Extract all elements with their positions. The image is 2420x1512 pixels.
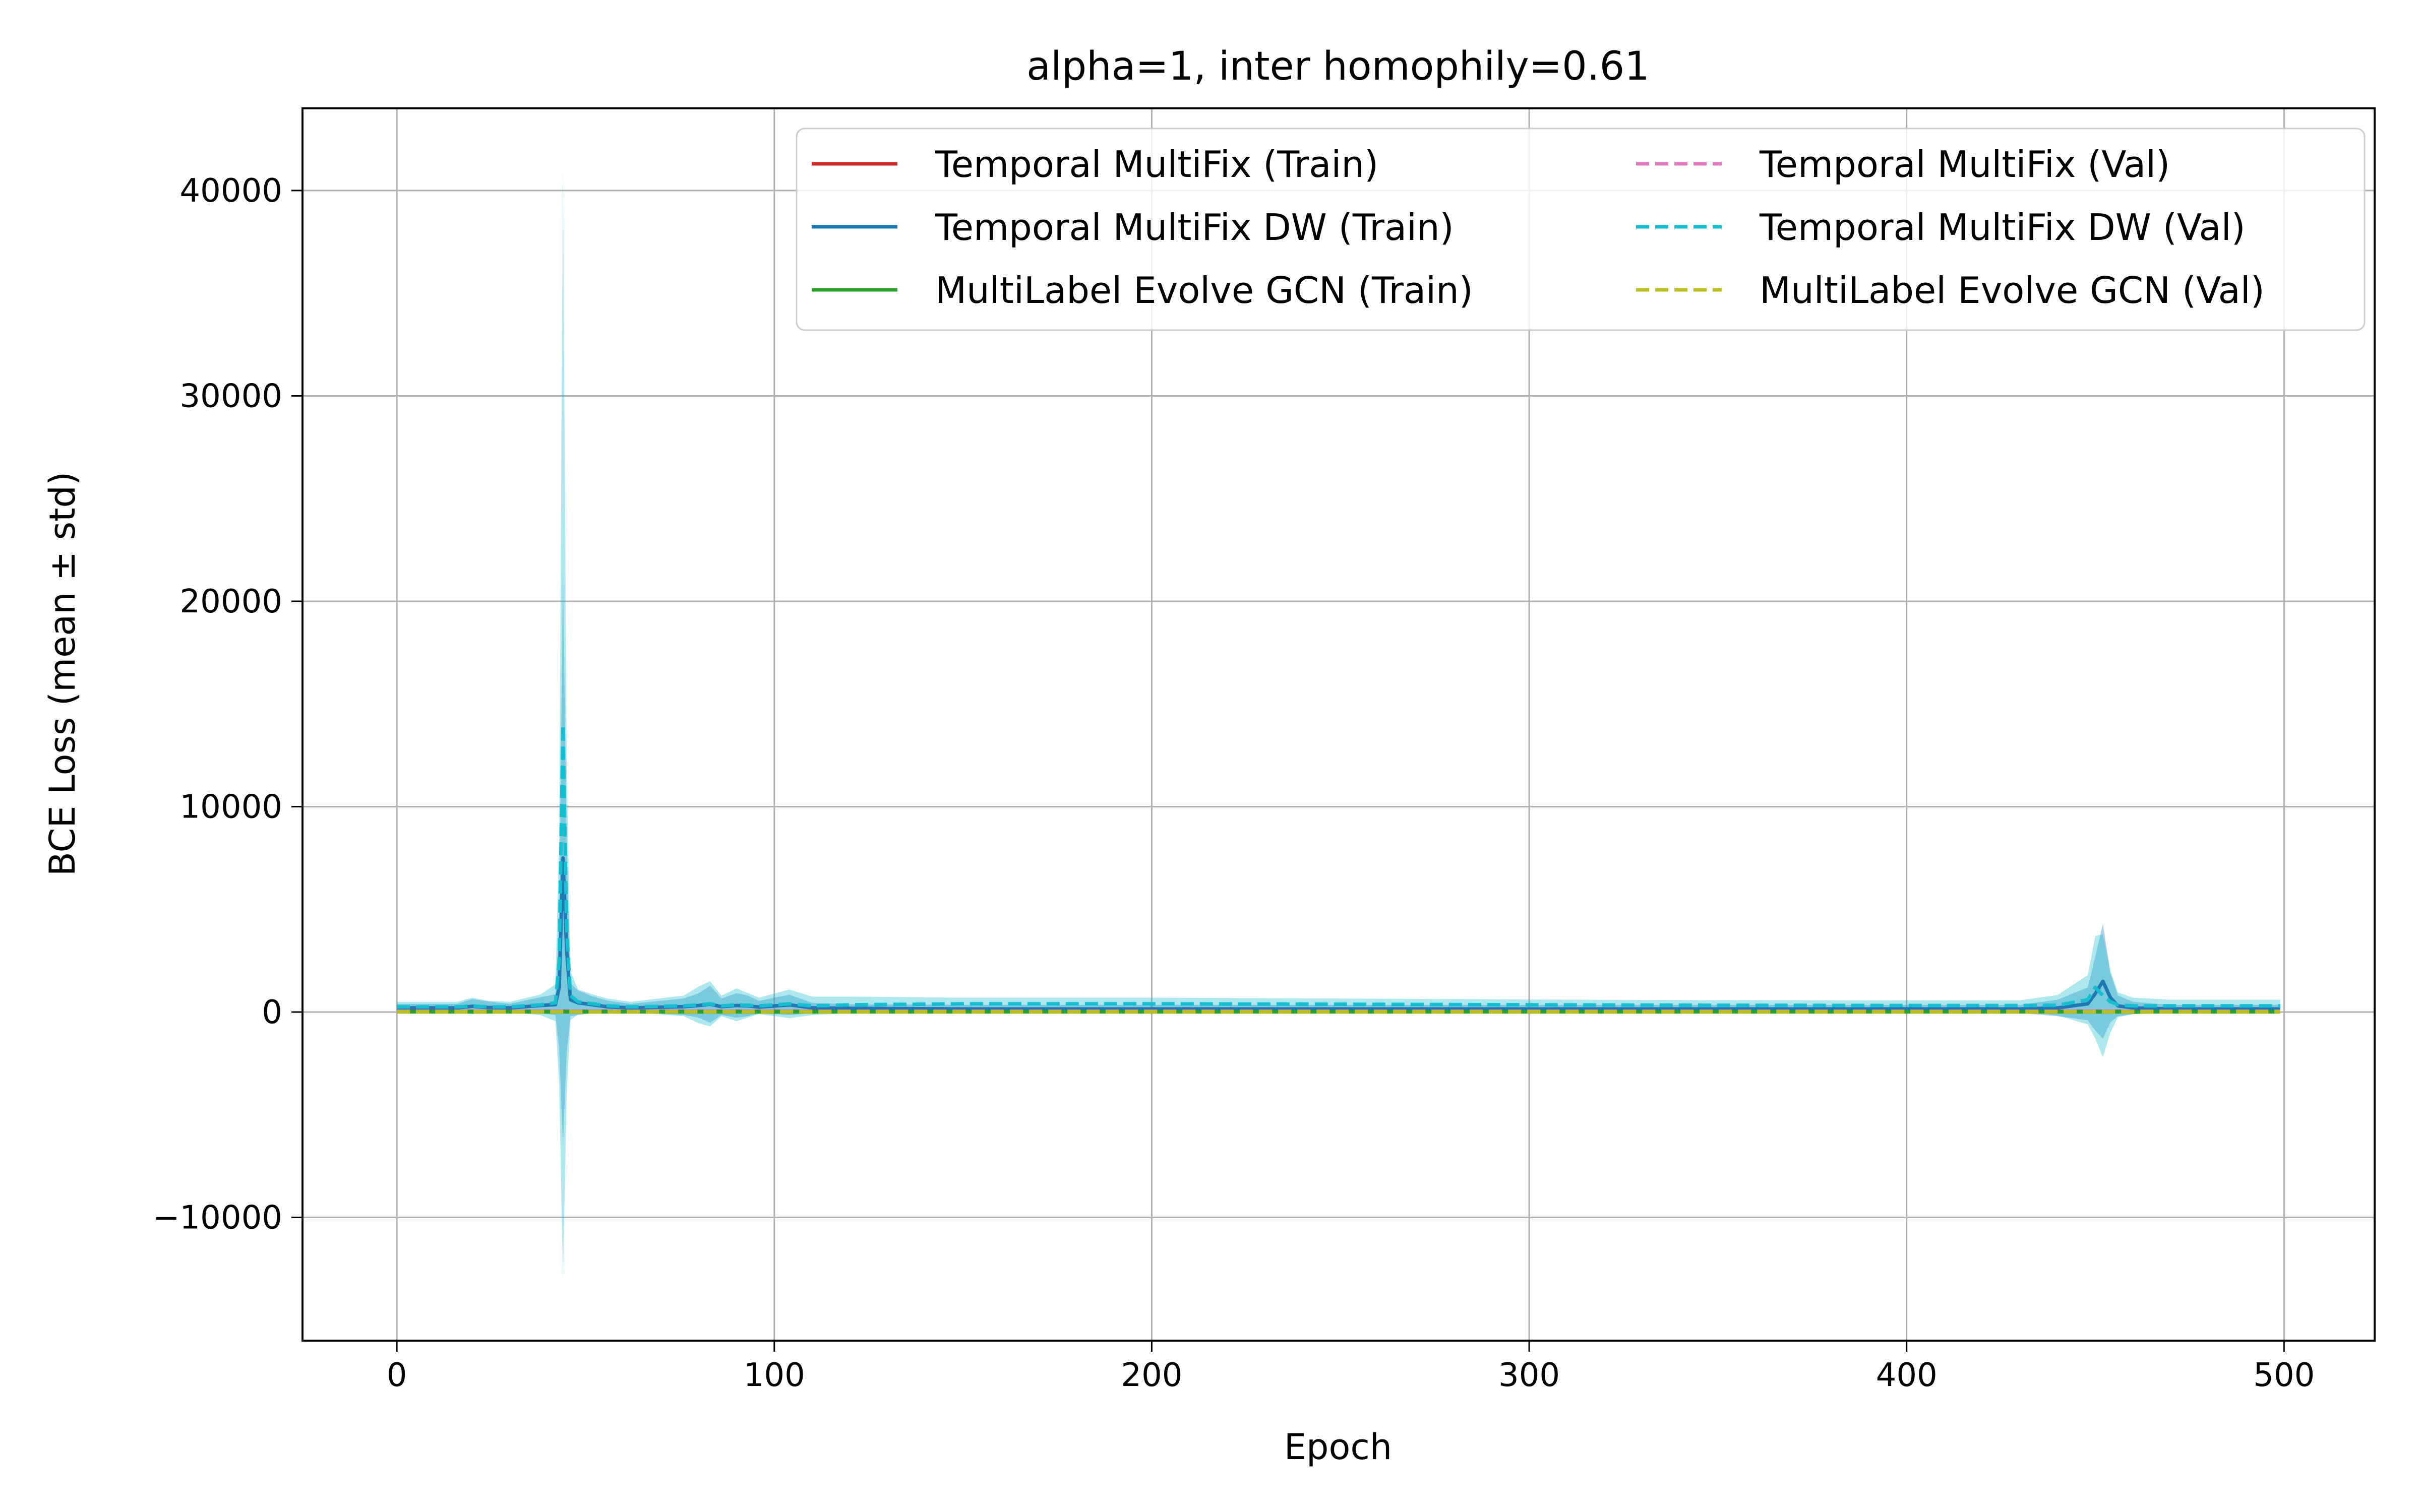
y-tick-label: −10000 xyxy=(153,1200,282,1237)
x-axis-label: Epoch xyxy=(1284,1426,1392,1468)
std-band xyxy=(397,170,2280,1279)
legend-label: Temporal MultiFix DW (Val) xyxy=(1759,206,2246,248)
legend-label: MultiLabel Evolve GCN (Val) xyxy=(1760,269,2265,311)
x-tick-label: 300 xyxy=(1498,1357,1560,1394)
y-tick-label: 30000 xyxy=(179,378,282,415)
series-line xyxy=(397,856,2280,1011)
legend-label: Temporal MultiFix DW (Train) xyxy=(935,206,1454,248)
x-tick-label: 100 xyxy=(744,1357,805,1394)
y-tick-label: 40000 xyxy=(179,172,282,210)
legend: Temporal MultiFix (Train) Temporal MultiF… xyxy=(796,128,2366,331)
chart-title: alpha=1, inter homophily=0.61 xyxy=(1026,44,1650,89)
series-line xyxy=(397,723,2280,1009)
series-lines xyxy=(397,723,2280,1014)
y-tick-label: 10000 xyxy=(179,789,282,826)
legend-label: Temporal MultiFix (Train) xyxy=(935,143,1378,185)
x-tick-label: 200 xyxy=(1121,1357,1182,1394)
legend-box xyxy=(796,128,2366,331)
y-axis-label: BCE Loss (mean ± std) xyxy=(42,472,83,876)
legend-label: MultiLabel Evolve GCN (Train) xyxy=(935,269,1473,311)
y-axis-ticks: −10000 0 10000 20000 30000 40000 xyxy=(153,172,302,1237)
x-tick-label: 500 xyxy=(2253,1357,2315,1394)
x-tick-label: 0 xyxy=(387,1357,407,1394)
x-axis-ticks: 0 100 200 300 400 500 xyxy=(387,1341,2315,1394)
y-tick-label: 0 xyxy=(262,994,282,1031)
legend-label: Temporal MultiFix (Val) xyxy=(1759,143,2170,185)
plot-frame xyxy=(301,107,2376,1342)
x-tick-label: 400 xyxy=(1876,1357,1938,1394)
y-tick-label: 20000 xyxy=(179,583,282,620)
